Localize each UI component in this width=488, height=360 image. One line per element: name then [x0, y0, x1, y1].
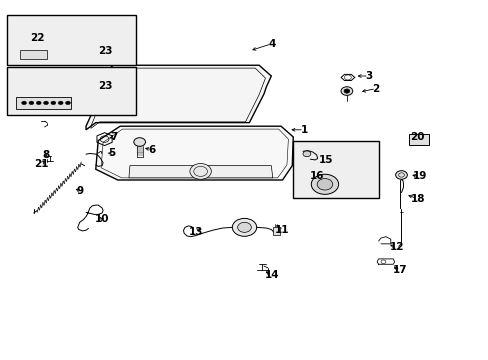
Text: 2: 2 [372, 84, 379, 94]
Polygon shape [96, 126, 293, 180]
Polygon shape [129, 166, 272, 178]
Text: 13: 13 [188, 227, 203, 237]
Circle shape [21, 101, 26, 105]
Circle shape [311, 174, 338, 194]
Polygon shape [86, 65, 271, 130]
Circle shape [317, 179, 332, 190]
Circle shape [43, 101, 48, 105]
Text: 8: 8 [42, 150, 49, 160]
Text: 17: 17 [392, 265, 407, 275]
Text: 1: 1 [300, 125, 307, 135]
Circle shape [51, 101, 56, 105]
Circle shape [395, 171, 407, 179]
Text: 14: 14 [264, 270, 279, 280]
Bar [6, 15, 136, 65]
Text: 18: 18 [409, 194, 424, 204]
Text: 23: 23 [98, 46, 113, 56]
Circle shape [237, 222, 251, 232]
Polygon shape [272, 227, 279, 234]
Circle shape [36, 101, 41, 105]
Circle shape [232, 219, 256, 236]
Circle shape [65, 101, 70, 105]
Circle shape [58, 101, 63, 105]
Text: 6: 6 [148, 144, 155, 154]
Polygon shape [20, 50, 47, 59]
Text: 16: 16 [309, 171, 323, 181]
Circle shape [29, 101, 34, 105]
Text: 11: 11 [274, 225, 289, 235]
Text: 12: 12 [388, 242, 403, 252]
Text: 23: 23 [98, 81, 113, 91]
Text: 5: 5 [108, 148, 115, 158]
Bar [408, 134, 428, 145]
Text: 9: 9 [76, 186, 83, 196]
Text: 21: 21 [34, 159, 48, 169]
Text: 3: 3 [365, 71, 372, 81]
Text: 20: 20 [409, 132, 424, 142]
Bar [6, 67, 136, 116]
Circle shape [343, 89, 349, 93]
Text: 19: 19 [412, 171, 427, 181]
Text: 22: 22 [30, 33, 44, 43]
Text: 15: 15 [319, 155, 333, 165]
Circle shape [303, 151, 310, 157]
Text: 4: 4 [267, 39, 275, 49]
Text: 7: 7 [110, 132, 117, 142]
Polygon shape [16, 97, 71, 109]
Bar [293, 140, 378, 198]
Circle shape [189, 163, 211, 179]
Circle shape [134, 138, 145, 146]
Text: 10: 10 [95, 215, 109, 224]
Circle shape [340, 87, 352, 95]
